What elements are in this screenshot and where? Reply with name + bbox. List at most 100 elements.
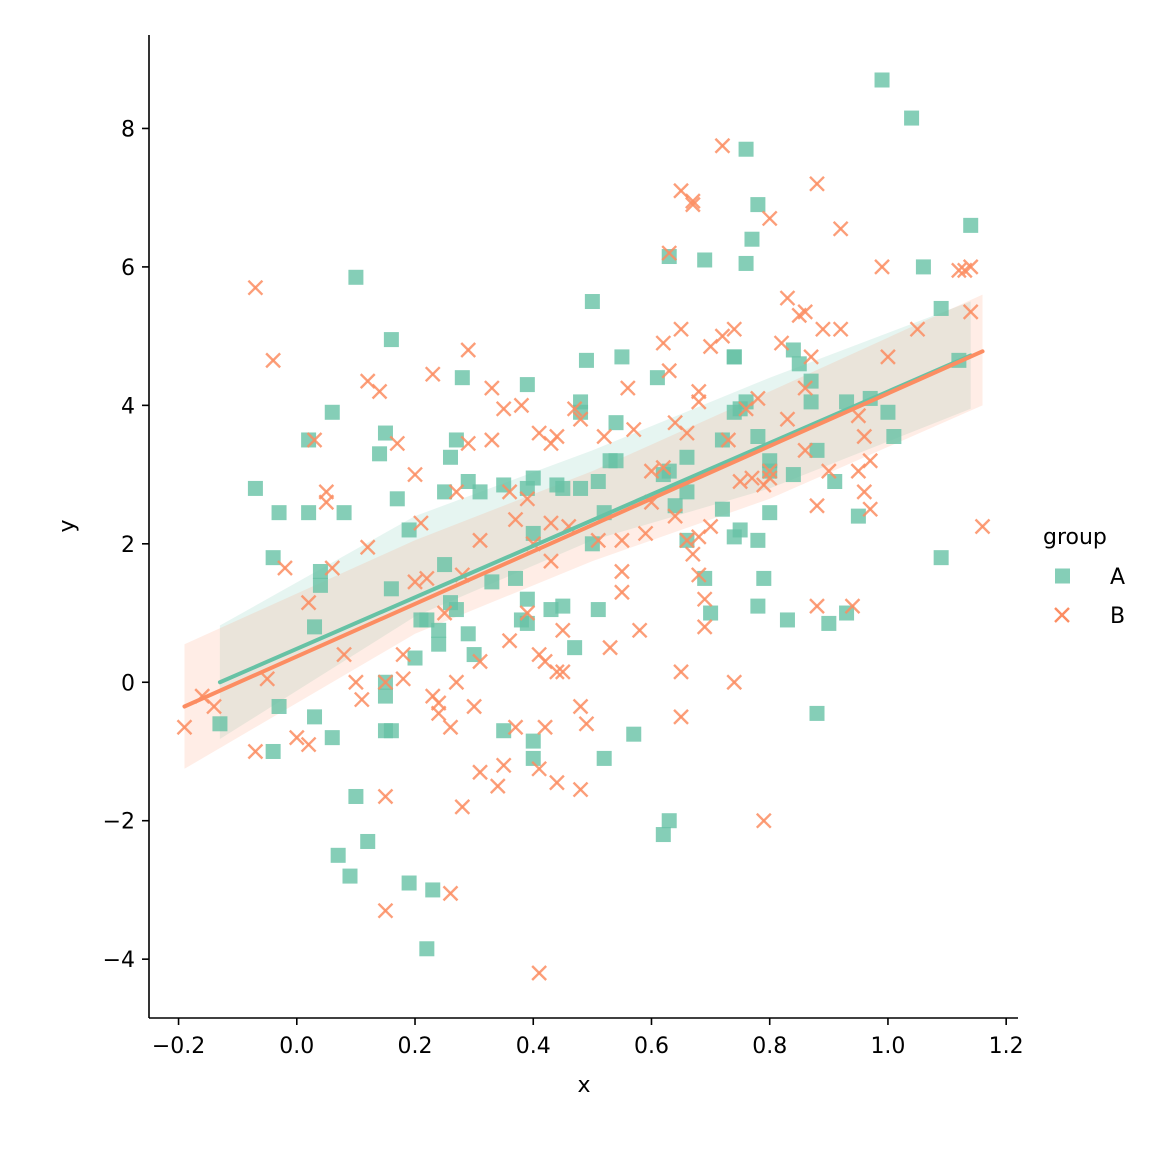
point-A xyxy=(271,698,287,714)
y-tick-label: 8 xyxy=(121,117,135,142)
legend-item-B: B xyxy=(1054,604,1125,629)
point-B xyxy=(472,764,488,781)
point-B xyxy=(761,463,778,479)
point-A xyxy=(567,640,583,656)
point-B xyxy=(619,380,636,396)
legend-marker xyxy=(1054,607,1070,623)
point-B xyxy=(371,383,388,400)
y-tick-label: −2 xyxy=(103,810,135,835)
legend-marker xyxy=(1055,568,1070,584)
point-A xyxy=(762,505,778,521)
point-B xyxy=(702,518,719,535)
point-B xyxy=(436,605,453,621)
point-A xyxy=(525,733,541,749)
point-A xyxy=(419,612,435,628)
point-B xyxy=(803,349,819,365)
point-B xyxy=(874,259,890,275)
point-A xyxy=(626,726,642,742)
point-B xyxy=(489,778,506,794)
point-A xyxy=(508,570,524,586)
point-A xyxy=(525,750,541,766)
point-A xyxy=(596,750,612,766)
point-A xyxy=(614,349,630,365)
point-B xyxy=(395,670,412,687)
point-B xyxy=(726,674,743,691)
point-B xyxy=(797,304,814,320)
point-B xyxy=(951,262,967,279)
point-B xyxy=(300,736,317,753)
y-ticks: −4 −2 0 2 4 6 8 xyxy=(103,117,149,973)
point-B xyxy=(300,594,317,611)
point-B xyxy=(661,245,678,261)
point-B xyxy=(531,760,548,777)
point-A xyxy=(573,480,589,496)
point-A xyxy=(785,467,801,483)
point-A xyxy=(212,716,228,732)
point-A xyxy=(679,484,695,500)
point-B xyxy=(513,397,530,414)
point-B xyxy=(424,366,441,383)
x-ticks: −0.2 0.0 0.2 0.4 0.6 0.8 1.0 1.2 xyxy=(152,1018,1024,1059)
point-A xyxy=(342,868,358,884)
point-B xyxy=(832,321,849,338)
point-B xyxy=(614,563,630,580)
point-A xyxy=(525,525,541,541)
point-A xyxy=(437,484,453,500)
point-A xyxy=(472,484,488,500)
point-A xyxy=(827,474,843,490)
point-A xyxy=(419,941,435,957)
point-B xyxy=(554,622,571,639)
point-B xyxy=(442,719,459,736)
point-B xyxy=(614,584,630,601)
point-B xyxy=(862,452,879,469)
y-tick-label: 6 xyxy=(121,256,135,281)
point-B xyxy=(460,342,477,358)
point-B xyxy=(685,196,701,213)
point-A xyxy=(750,429,766,445)
point-B xyxy=(472,653,488,670)
point-A xyxy=(661,249,677,265)
point-B xyxy=(549,774,565,791)
x-axis-label: x xyxy=(577,1073,590,1098)
point-A xyxy=(525,470,541,486)
point-A xyxy=(904,110,920,126)
point-B xyxy=(962,259,979,275)
point-B xyxy=(614,532,630,549)
point-B xyxy=(519,490,536,507)
point-B xyxy=(537,719,553,736)
regression-lines xyxy=(182,349,985,709)
point-B xyxy=(259,670,276,687)
point-B xyxy=(407,466,423,483)
point-B xyxy=(714,328,731,344)
point-B xyxy=(501,632,518,649)
point-B xyxy=(442,885,459,902)
point-A xyxy=(785,342,801,358)
point-B xyxy=(809,175,825,192)
point-A xyxy=(679,449,695,465)
point-B xyxy=(353,691,370,708)
point-A xyxy=(312,563,328,579)
point-B xyxy=(862,501,879,518)
point-B xyxy=(773,335,790,351)
point-A xyxy=(779,612,795,628)
y-tick-label: 2 xyxy=(121,533,135,558)
point-A xyxy=(437,557,453,573)
point-A xyxy=(372,446,388,462)
x-tick-label: 0.6 xyxy=(634,1034,669,1059)
point-B xyxy=(247,279,264,296)
point-B xyxy=(755,812,772,829)
x-tick-label: 0.4 xyxy=(516,1034,551,1059)
point-B xyxy=(696,591,713,608)
point-A xyxy=(791,356,807,372)
point-A xyxy=(247,480,263,496)
y-axis-label: y xyxy=(55,519,80,532)
point-A xyxy=(484,574,500,590)
point-A xyxy=(519,615,535,631)
point-A xyxy=(543,602,559,618)
point-B xyxy=(507,719,524,736)
point-B xyxy=(974,518,991,535)
point-B xyxy=(554,664,571,680)
point-B xyxy=(744,470,760,486)
point-A xyxy=(383,723,399,739)
point-A xyxy=(821,615,837,631)
